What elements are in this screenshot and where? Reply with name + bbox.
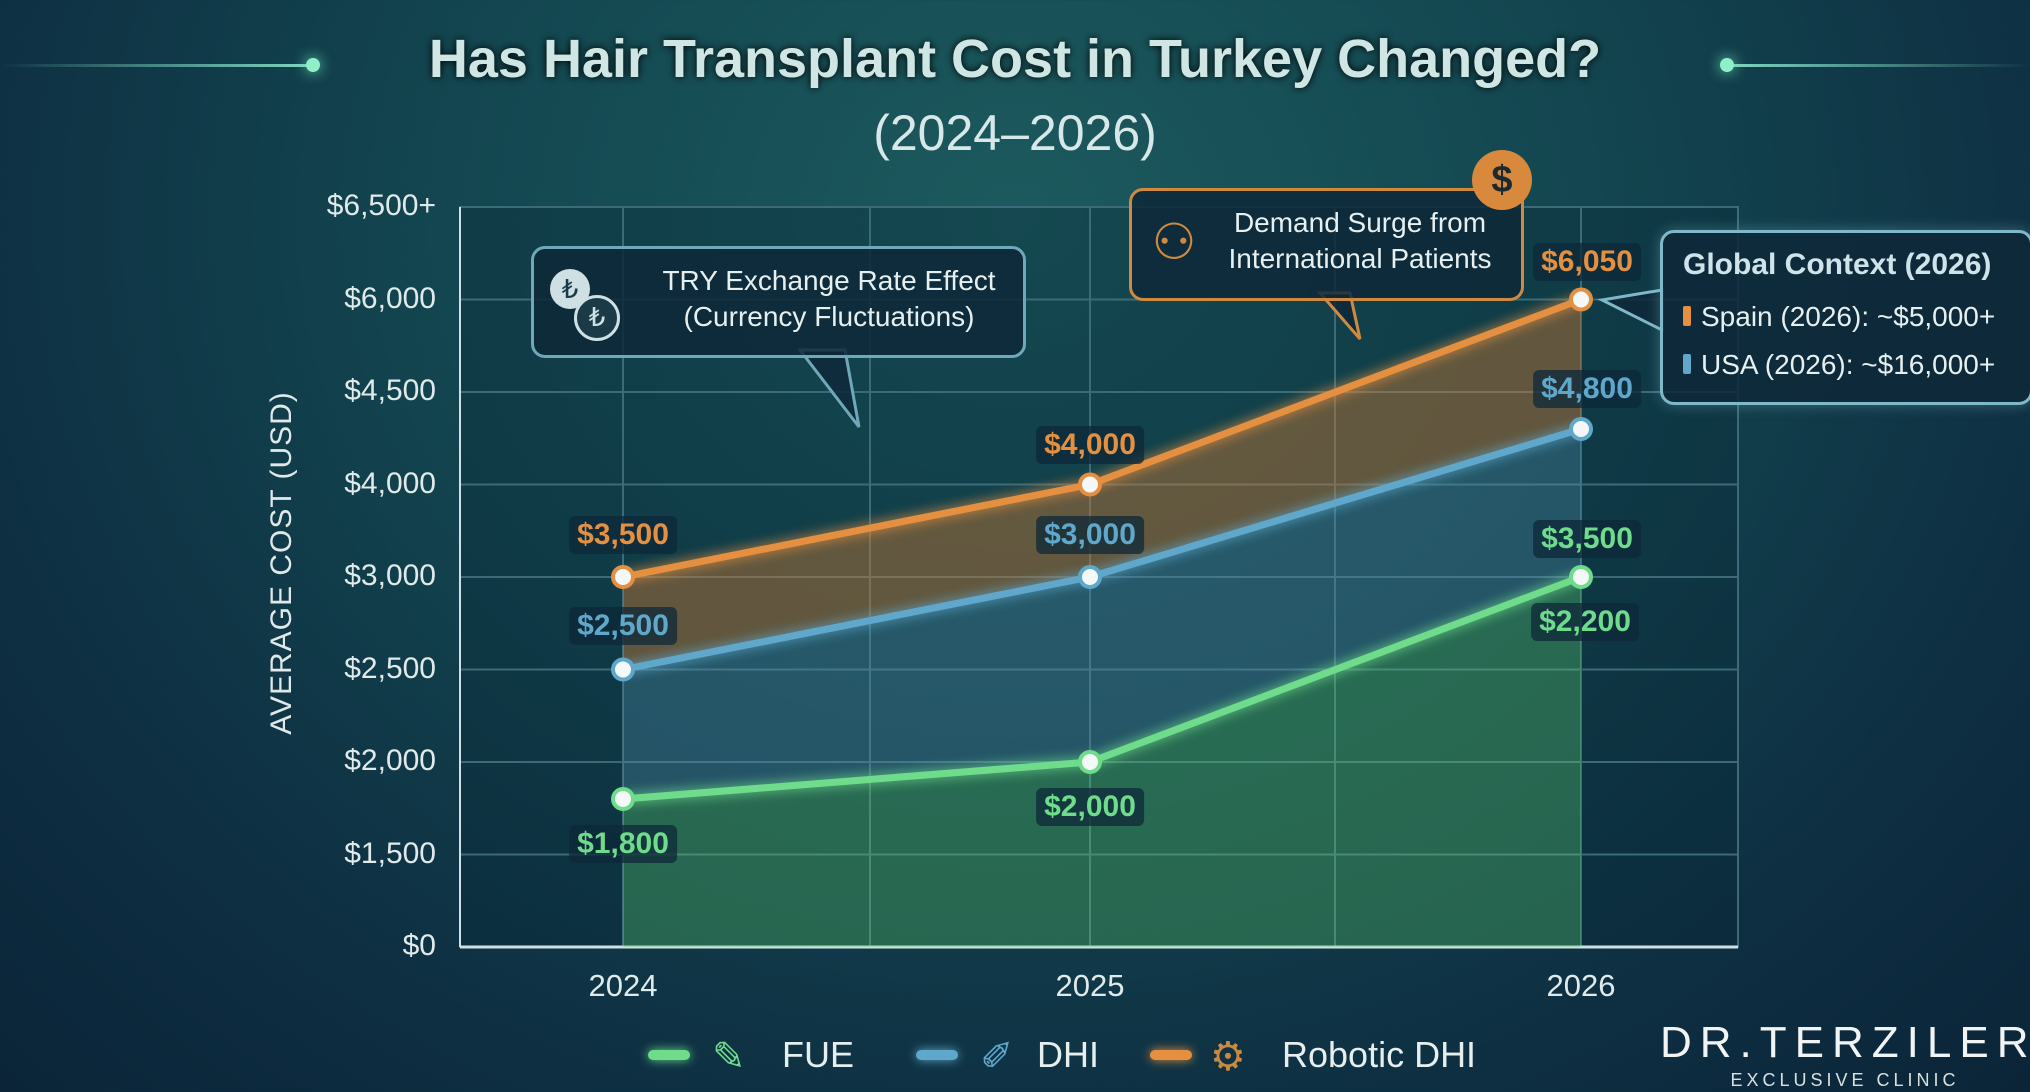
data-label: $6,050 [1533,242,1641,281]
point-robotic-dhi [611,565,635,589]
patients-icon: ⚇ [1151,214,1197,270]
exchange-rate-callout: ₺ ₺ TRY Exchange Rate Effect (Currency F… [531,246,1026,358]
demand-surge-callout: ⚇ Demand Surge from International Patien… [1129,188,1524,301]
dollar-badge-icon: $ [1472,150,1532,210]
y-tick-label: $1,500 [344,836,436,870]
robotic-arm-icon: ⚙ [1210,1035,1246,1079]
brand-logo: DR.TERZILER [1660,1018,2030,1067]
y-tick-label: $4,000 [344,466,436,500]
global-item-usa: USA (2026): ~$16,000+ [1683,347,1995,383]
point-robotic-dhi [1569,287,1593,312]
y-tick-label: $2,000 [344,744,436,777]
global-context-box: Global Context (2026) Spain (2026): ~$5,… [1660,230,2030,405]
data-label: $4,000 [1036,425,1144,464]
x-tick-label: 2026 [1546,968,1616,1003]
global-item-spain: Spain (2026): ~$5,000+ [1683,299,1995,335]
point-dhi [611,657,635,682]
legend-label-dhi: DHI [1037,1034,1099,1075]
lira-coins-exchange-icon: ₺ ₺ [550,269,620,341]
decorative-dot [306,58,320,72]
data-label: $2,000 [1036,788,1144,826]
data-label: $2,500 [569,606,677,645]
legend-swatch-robotic [1150,1050,1192,1060]
fue-punch-tool-icon: ✎ [712,1035,746,1079]
legend-swatch-dhi [916,1050,958,1060]
global-item-text: USA (2026): ~$16,000+ [1701,349,1996,380]
callout-line: (Currency Fluctuations) [683,301,975,332]
legend-swatch-fue [648,1050,690,1060]
point-robotic-dhi [1078,472,1102,497]
point-fue [611,787,635,811]
point-dhi [1078,565,1102,589]
y-tick-label: $2,500 [344,651,436,685]
point-fue [1569,565,1593,589]
y-tick-label: $3,000 [344,559,436,592]
data-label: $3,000 [1036,516,1144,554]
point-dhi [1569,417,1593,441]
x-tick-label: 2025 [1055,968,1125,1003]
callout-line: International Patients [1228,243,1492,274]
data-label: $2,200 [1531,603,1639,641]
brand-tagline: EXCLUSIVE CLINIC [1730,1070,1960,1090]
usa-marker [1683,354,1691,374]
decorative-line [0,64,310,67]
legend-label-fue: FUE [782,1034,854,1075]
global-item-text: Spain (2026): ~$5,000+ [1701,301,1996,332]
legend-label-robotic: Robotic DHI [1282,1034,1477,1075]
spain-marker [1683,306,1691,326]
chart-title: Has Hair Transplant Cost in Turkey Chang… [428,29,1602,89]
x-tick-label: 2024 [588,968,658,1003]
point-fue [1078,750,1102,774]
dhi-implanter-pen-icon: ✐ [980,1035,1014,1079]
data-label: $1,800 [569,825,677,863]
y-tick-label: $6,500+ [326,189,436,222]
data-label: $3,500 [569,516,677,554]
chart-subtitle: (2024–2026) [873,105,1157,161]
decorative-dot [1720,58,1734,72]
data-label: $4,800 [1533,370,1641,408]
global-context-title: Global Context (2026) [1683,248,1992,281]
area-dhi [623,429,1581,799]
callout-line: TRY Exchange Rate Effect [662,265,996,296]
y-tick-label: $4,500 [344,374,436,407]
y-tick-label: $6,000 [344,281,436,315]
data-label: $3,500 [1533,520,1641,558]
y-tick-label: $0 [402,929,436,962]
callout-line: Demand Surge from [1233,207,1487,238]
